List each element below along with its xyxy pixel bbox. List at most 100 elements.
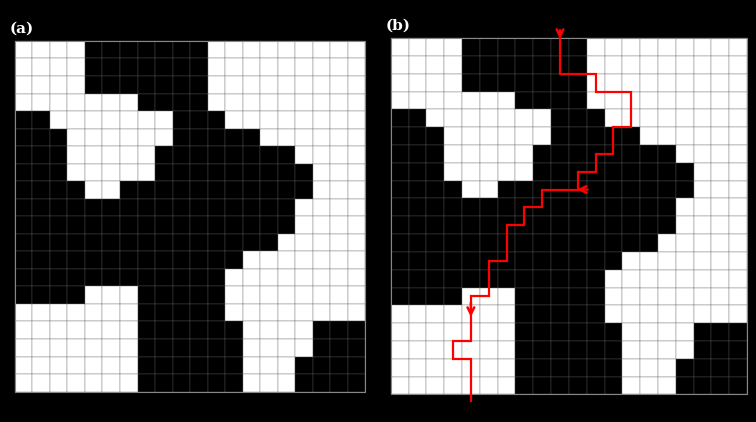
- Bar: [348, 94, 365, 111]
- Bar: [190, 357, 208, 374]
- Bar: [533, 92, 551, 109]
- Bar: [622, 109, 640, 127]
- Bar: [622, 181, 640, 198]
- Bar: [190, 59, 208, 76]
- Bar: [120, 111, 138, 129]
- Bar: [480, 287, 497, 306]
- Bar: [676, 38, 694, 56]
- Bar: [551, 270, 569, 287]
- Bar: [676, 377, 694, 395]
- Bar: [260, 287, 277, 304]
- Bar: [260, 339, 277, 357]
- Bar: [243, 94, 260, 111]
- Bar: [640, 198, 658, 216]
- Bar: [711, 216, 730, 234]
- Bar: [676, 341, 694, 359]
- Bar: [313, 146, 330, 164]
- Bar: [445, 74, 462, 92]
- Bar: [225, 199, 243, 216]
- Bar: [605, 216, 622, 234]
- Bar: [533, 163, 551, 181]
- Bar: [330, 41, 348, 59]
- Bar: [172, 304, 190, 322]
- Bar: [120, 181, 138, 199]
- Bar: [348, 199, 365, 216]
- Bar: [296, 164, 313, 181]
- Bar: [676, 306, 694, 323]
- Bar: [497, 252, 516, 270]
- Bar: [155, 287, 172, 304]
- Bar: [658, 181, 676, 198]
- Bar: [480, 38, 497, 56]
- Bar: [208, 181, 225, 199]
- Bar: [190, 129, 208, 146]
- Bar: [15, 216, 33, 234]
- Bar: [296, 59, 313, 76]
- Bar: [103, 59, 120, 76]
- Bar: [605, 323, 622, 341]
- Bar: [516, 377, 533, 395]
- Bar: [103, 76, 120, 94]
- Bar: [533, 109, 551, 127]
- Bar: [348, 59, 365, 76]
- Bar: [103, 146, 120, 164]
- Bar: [622, 198, 640, 216]
- Bar: [85, 59, 103, 76]
- Bar: [516, 109, 533, 127]
- Bar: [391, 109, 408, 127]
- Bar: [243, 59, 260, 76]
- Bar: [277, 374, 296, 392]
- Bar: [480, 145, 497, 163]
- Bar: [138, 41, 155, 59]
- Bar: [497, 377, 516, 395]
- Bar: [330, 252, 348, 269]
- Bar: [313, 94, 330, 111]
- Bar: [730, 74, 747, 92]
- Bar: [313, 234, 330, 252]
- Bar: [587, 38, 605, 56]
- Bar: [313, 287, 330, 304]
- Bar: [569, 127, 587, 145]
- Bar: [462, 198, 480, 216]
- Bar: [426, 181, 445, 198]
- Bar: [85, 339, 103, 357]
- Bar: [462, 287, 480, 306]
- Bar: [296, 146, 313, 164]
- Bar: [120, 199, 138, 216]
- Bar: [658, 145, 676, 163]
- Bar: [330, 269, 348, 287]
- Bar: [569, 109, 587, 127]
- Bar: [85, 146, 103, 164]
- Bar: [348, 129, 365, 146]
- Bar: [330, 339, 348, 357]
- Bar: [408, 127, 426, 145]
- Bar: [330, 146, 348, 164]
- Bar: [533, 181, 551, 198]
- Bar: [138, 164, 155, 181]
- Bar: [480, 74, 497, 92]
- Bar: [569, 38, 587, 56]
- Bar: [426, 38, 445, 56]
- Bar: [260, 199, 277, 216]
- Bar: [462, 341, 480, 359]
- Bar: [348, 269, 365, 287]
- Bar: [676, 181, 694, 198]
- Bar: [516, 163, 533, 181]
- Bar: [155, 111, 172, 129]
- Bar: [67, 252, 85, 269]
- Bar: [243, 129, 260, 146]
- Bar: [172, 357, 190, 374]
- Bar: [622, 38, 640, 56]
- Bar: [730, 198, 747, 216]
- Bar: [103, 304, 120, 322]
- Bar: [120, 252, 138, 269]
- Bar: [190, 41, 208, 59]
- Bar: [15, 59, 33, 76]
- Bar: [551, 359, 569, 377]
- Bar: [330, 111, 348, 129]
- Bar: [67, 374, 85, 392]
- Bar: [313, 41, 330, 59]
- Bar: [497, 38, 516, 56]
- Bar: [694, 287, 711, 306]
- Bar: [260, 129, 277, 146]
